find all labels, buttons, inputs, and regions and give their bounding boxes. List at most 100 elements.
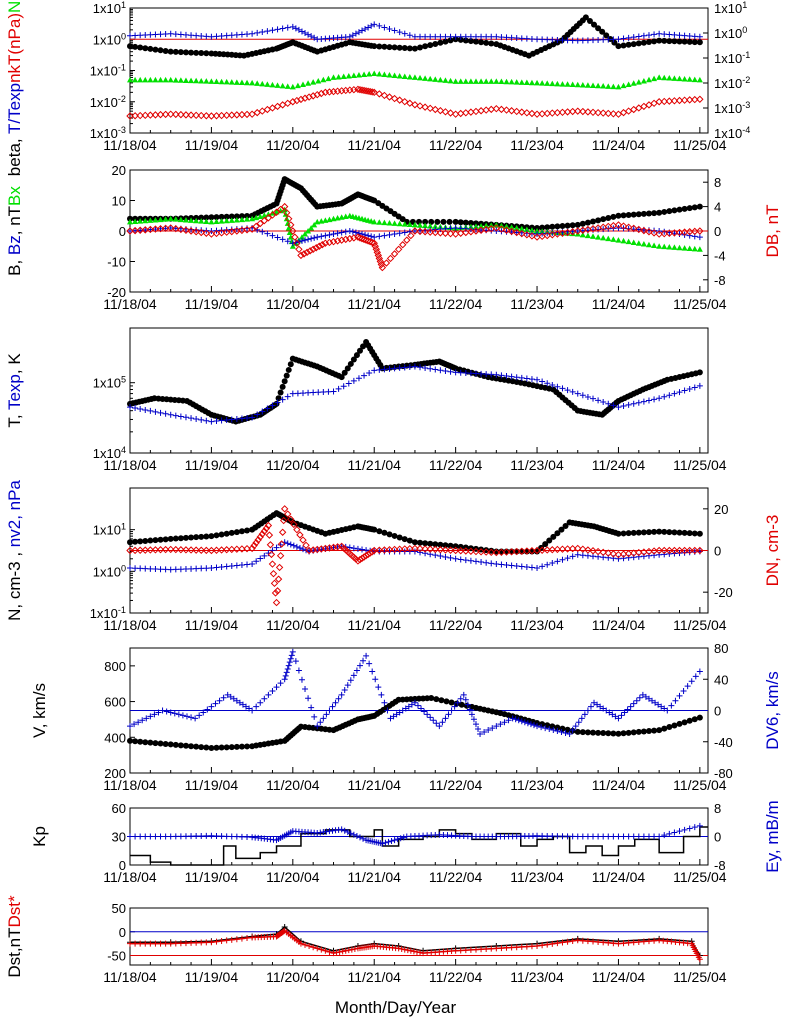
data-point xyxy=(493,560,500,567)
data-point xyxy=(279,25,286,32)
data-point xyxy=(228,563,235,570)
data-point xyxy=(261,552,268,559)
data-point xyxy=(172,77,179,83)
data-point xyxy=(152,46,159,53)
data-point xyxy=(620,555,627,562)
data-point xyxy=(630,80,637,86)
x-tick-label: 11/23/04 xyxy=(510,777,564,793)
y-tick-label: 20 xyxy=(112,163,126,178)
data-point xyxy=(603,32,610,39)
data-point xyxy=(188,939,195,946)
data-point xyxy=(244,834,251,841)
data-point xyxy=(651,38,658,45)
data-point xyxy=(566,730,573,737)
data-point xyxy=(308,33,315,40)
data-point xyxy=(290,542,297,549)
data-point xyxy=(350,672,357,679)
data-point xyxy=(554,530,561,537)
x-tick-label: 11/23/04 xyxy=(510,969,564,985)
data-point xyxy=(696,668,703,675)
data-point xyxy=(432,40,439,47)
data-point xyxy=(441,229,450,237)
data-point xyxy=(651,75,658,82)
y-tick-label: 0 xyxy=(119,858,126,873)
data-point xyxy=(676,32,683,39)
data-point xyxy=(645,728,652,735)
data-point xyxy=(277,680,284,687)
data-point xyxy=(661,725,668,732)
data-point xyxy=(492,104,501,113)
data-point xyxy=(279,396,286,403)
data-point xyxy=(615,212,622,219)
data-point xyxy=(681,205,688,212)
data-point xyxy=(513,374,520,381)
data-point xyxy=(277,540,286,548)
data-point xyxy=(306,943,313,949)
data-point xyxy=(182,31,189,38)
data-point xyxy=(686,33,693,40)
data-point xyxy=(472,946,479,953)
data-point xyxy=(157,76,164,83)
data-point xyxy=(274,399,281,406)
data-point xyxy=(656,528,663,535)
data-point xyxy=(396,364,403,371)
data-point xyxy=(172,545,180,554)
data-point xyxy=(391,365,398,372)
data-point xyxy=(127,737,133,744)
data-point xyxy=(645,39,652,46)
data-point xyxy=(595,938,602,945)
data-point xyxy=(311,221,318,228)
data-point xyxy=(289,83,296,90)
data-point xyxy=(595,36,602,43)
data-point xyxy=(353,352,360,359)
data-point xyxy=(579,220,586,227)
data-point xyxy=(320,389,327,396)
data-point xyxy=(446,218,453,225)
data-point xyxy=(157,216,164,223)
data-point xyxy=(664,707,671,714)
data-point xyxy=(401,946,408,953)
data-point xyxy=(299,536,307,544)
data-point xyxy=(502,548,511,556)
data-point xyxy=(630,833,637,840)
data-point xyxy=(172,225,180,233)
data-point xyxy=(472,547,480,556)
data-point xyxy=(346,228,353,234)
data-point xyxy=(594,547,602,556)
data-point xyxy=(671,390,678,397)
data-point xyxy=(448,707,455,714)
data-point xyxy=(478,33,485,40)
data-point xyxy=(326,948,333,955)
data-point xyxy=(375,546,384,554)
data-point xyxy=(609,550,618,558)
x-tick-label: 11/18/04 xyxy=(103,777,157,793)
data-point xyxy=(292,25,299,32)
data-point xyxy=(396,534,403,541)
data-point xyxy=(549,381,556,388)
data-point xyxy=(651,227,658,234)
data-point xyxy=(243,703,250,710)
data-point xyxy=(280,505,289,513)
data-point xyxy=(358,234,366,243)
data-point xyxy=(427,223,434,229)
data-point xyxy=(374,251,383,260)
data-point xyxy=(366,237,374,246)
data-point xyxy=(338,826,345,833)
data-point xyxy=(442,542,449,549)
data-point xyxy=(696,227,704,235)
data-point xyxy=(274,234,281,241)
data-point xyxy=(265,550,272,557)
data-point xyxy=(370,546,378,555)
data-point xyxy=(335,695,342,702)
data-point xyxy=(202,112,211,120)
data-point xyxy=(432,223,439,229)
data-point xyxy=(156,110,165,119)
data-point xyxy=(615,83,622,90)
data-point xyxy=(681,245,688,251)
data-point xyxy=(625,81,632,87)
data-point xyxy=(681,549,688,556)
data-point xyxy=(384,707,391,714)
data-point xyxy=(594,701,601,708)
data-point xyxy=(464,701,471,708)
data-point xyxy=(156,546,165,554)
